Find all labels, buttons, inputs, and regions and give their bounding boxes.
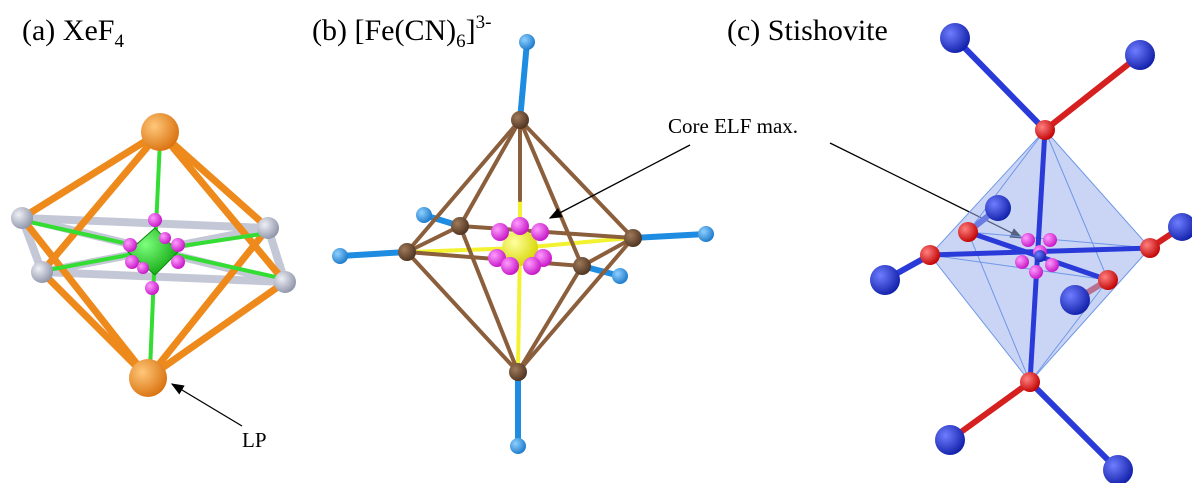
panel-b-label: (b) [Fe(CN)6]3-: [312, 12, 491, 52]
page: {"panels": [ {"label": "(a) XeF", "subsc…: [0, 0, 1192, 483]
figure: (a) XeF4 (b) [Fe(CN)6]3- (c) Stishovite: [0, 0, 1192, 483]
elf-arrow-b: [550, 145, 690, 218]
lp-arrow: [172, 384, 242, 426]
label-part: 4: [114, 31, 124, 52]
label-part: ]: [466, 14, 476, 47]
panel-c-label: (c) Stishovite: [727, 14, 888, 47]
xef4-structure: [11, 113, 296, 397]
lp-annotation: LP: [242, 428, 267, 452]
label-part: (b) [Fe(CN): [312, 14, 456, 47]
stishovite-structure: [870, 23, 1192, 483]
label-part: 6: [456, 31, 466, 52]
panel-a-label: (a) XeF4: [22, 14, 124, 52]
label-part: 3-: [476, 12, 492, 33]
elf-annotation: Core ELF max.: [668, 114, 798, 138]
label-part: (a) XeF: [22, 14, 114, 47]
fecn6-structure: [332, 34, 714, 454]
